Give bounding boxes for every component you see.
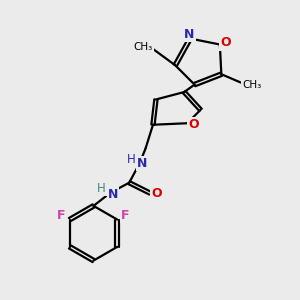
Text: CH₃: CH₃ [134,42,153,52]
Text: O: O [220,37,230,50]
Text: O: O [151,187,162,200]
Text: H: H [97,182,106,195]
Text: F: F [121,209,130,223]
Text: N: N [184,28,195,41]
Text: N: N [108,188,118,201]
Text: N: N [137,158,147,170]
Text: CH₃: CH₃ [242,80,261,90]
Text: F: F [57,209,66,223]
Text: O: O [188,118,199,131]
Text: H: H [127,153,136,166]
